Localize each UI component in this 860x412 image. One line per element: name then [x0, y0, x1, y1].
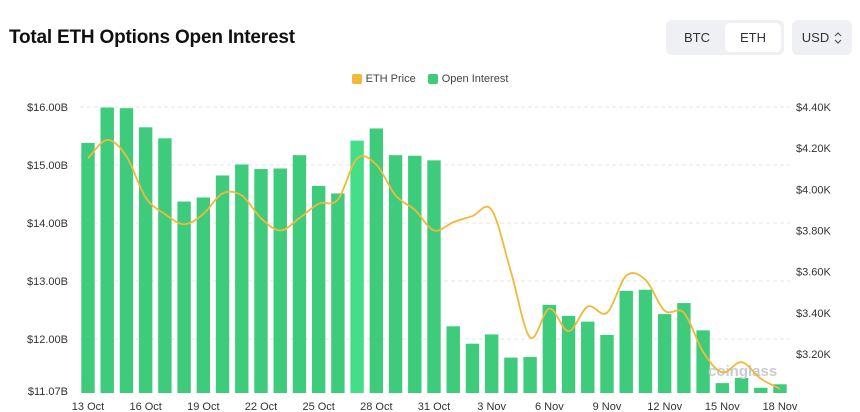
open-interest-bar	[561, 315, 576, 393]
y-right-tick-label: $3.20K	[796, 349, 832, 361]
open-interest-bar	[369, 128, 384, 393]
open-interest-bar	[235, 164, 249, 393]
open-interest-bar	[677, 303, 691, 393]
coinglass-watermark: coinglass	[708, 363, 777, 380]
y-left-tick-label: $11.07B	[28, 386, 68, 398]
y-left-tick-label: $15.00B	[27, 160, 68, 172]
y-right-tick-label: $3.40K	[796, 308, 832, 320]
legend-item-open-interest[interactable]: Open Interest	[427, 73, 509, 85]
open-interest-bar	[734, 377, 749, 393]
open-interest-bar	[311, 185, 326, 393]
y-right-tick-label: $4.20K	[796, 143, 832, 155]
y-right-tick-label: $4.00K	[796, 184, 832, 196]
x-tick-label: 13 Oct	[72, 401, 104, 412]
legend-item-eth-price[interactable]: ETH Price	[351, 73, 416, 85]
legend-label: ETH Price	[365, 73, 416, 85]
open-interest-bar	[465, 343, 480, 393]
x-tick-label: 15 Nov	[705, 401, 740, 412]
tab-eth[interactable]: ETH	[725, 23, 781, 52]
tab-btc[interactable]: BTC	[684, 30, 710, 45]
open-interest-bar	[138, 127, 153, 393]
open-interest-bar	[273, 168, 287, 393]
open-interest-bar	[388, 155, 403, 393]
open-interest-bar	[331, 193, 345, 393]
open-interest-swatch	[427, 74, 438, 84]
open-interest-bar	[523, 357, 537, 393]
open-interest-bar	[119, 108, 134, 393]
coin-toggle: BTC ETH	[666, 20, 784, 55]
open-interest-bar	[254, 169, 268, 393]
x-tick-label: 16 Oct	[129, 401, 161, 412]
x-tick-label: 25 Oct	[302, 401, 334, 412]
currency-select[interactable]: USD	[792, 20, 852, 55]
open-interest-bar	[696, 330, 710, 393]
open-interest-bar	[600, 334, 614, 393]
x-tick-label: 31 Oct	[418, 401, 450, 412]
open-interest-bar	[619, 290, 633, 393]
y-right-tick-label: $4.40K	[796, 102, 832, 114]
y-right-tick-label: $3.60K	[796, 267, 832, 279]
chevron-up-down-icon	[834, 31, 842, 44]
eth-price-swatch	[351, 74, 362, 84]
open-interest-bar	[638, 289, 653, 393]
y-left-tick-label: $13.00B	[27, 276, 68, 288]
open-interest-bar	[215, 175, 230, 393]
currency-value: USD	[801, 30, 830, 45]
x-tick-label: 3 Nov	[477, 401, 506, 412]
chart-legend: ETH Price Open Interest	[0, 73, 860, 85]
y-left-tick-label: $14.00B	[27, 218, 68, 230]
open-interest-bar	[196, 197, 211, 393]
x-tick-label: 19 Oct	[187, 401, 219, 412]
x-tick-label: 18 Nov	[763, 401, 798, 412]
open-interest-bar	[81, 142, 95, 393]
eth-price-line	[87, 139, 781, 390]
open-interest-bar	[484, 334, 499, 393]
y-left-tick-label: $16.00B	[27, 102, 68, 114]
page-title: Total ETH Options Open Interest	[9, 27, 295, 48]
legend-label: Open Interest	[441, 73, 509, 85]
open-interest-bar	[504, 357, 518, 393]
open-interest-bar	[542, 304, 557, 393]
open-interest-bar	[350, 140, 364, 393]
open-interest-bar	[446, 326, 460, 393]
open-interest-bar	[158, 138, 172, 393]
open-interest-bar	[292, 155, 307, 393]
x-tick-label: 9 Nov	[593, 401, 622, 412]
open-interest-bar	[100, 107, 114, 393]
x-tick-label: 6 Nov	[535, 401, 564, 412]
open-interest-bar	[581, 321, 595, 393]
open-interest-bar	[754, 387, 768, 393]
y-left-tick-label: $12.00B	[27, 334, 68, 346]
open-interest-bar	[657, 314, 672, 393]
x-tick-label: 12 Nov	[647, 401, 682, 412]
x-tick-label: 28 Oct	[360, 401, 392, 412]
open-interest-bar	[427, 160, 441, 393]
x-tick-label: 22 Oct	[245, 401, 277, 412]
open-interest-bar	[177, 201, 191, 393]
open-interest-bar	[408, 155, 422, 393]
y-right-tick-label: $3.80K	[796, 225, 832, 237]
open-interest-bar	[715, 383, 730, 393]
